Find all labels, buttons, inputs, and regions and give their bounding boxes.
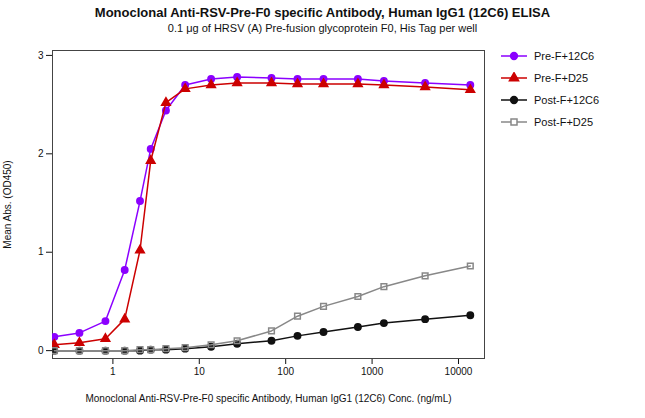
svg-text:1: 1 xyxy=(38,246,44,257)
svg-text:100: 100 xyxy=(277,366,294,377)
html-text:Post-F+D25: Post-F+D25 xyxy=(534,116,593,128)
html-text:Pre-F+12C6: Pre-F+12C6 xyxy=(534,50,595,62)
html-text:Post-F+12C6: Post-F+12C6 xyxy=(534,94,600,106)
svg-text:1000: 1000 xyxy=(361,366,384,377)
svg-text:2: 2 xyxy=(38,148,44,159)
html-text:Monoclonal Anti-RSV-Pre-F0 spe: Monoclonal Anti-RSV-Pre-F0 specific Anti… xyxy=(94,5,551,20)
svg-text:0: 0 xyxy=(38,345,44,356)
svg-text:1: 1 xyxy=(110,366,116,377)
html-text:Pre-F+D25: Pre-F+D25 xyxy=(534,72,589,84)
svg-text:10000: 10000 xyxy=(445,366,473,377)
svg-text:10: 10 xyxy=(194,366,206,377)
svg-text:3: 3 xyxy=(38,50,44,61)
html-text:0.1 μg of HRSV (A) Pre-fusion: 0.1 μg of HRSV (A) Pre-fusion glycoprote… xyxy=(167,22,478,34)
svg-text:Monoclonal Anti-RSV-Pre-F0 spe: Monoclonal Anti-RSV-Pre-F0 specific Anti… xyxy=(85,393,451,404)
svg-text:Mean Abs. (OD450): Mean Abs. (OD450) xyxy=(2,160,13,248)
